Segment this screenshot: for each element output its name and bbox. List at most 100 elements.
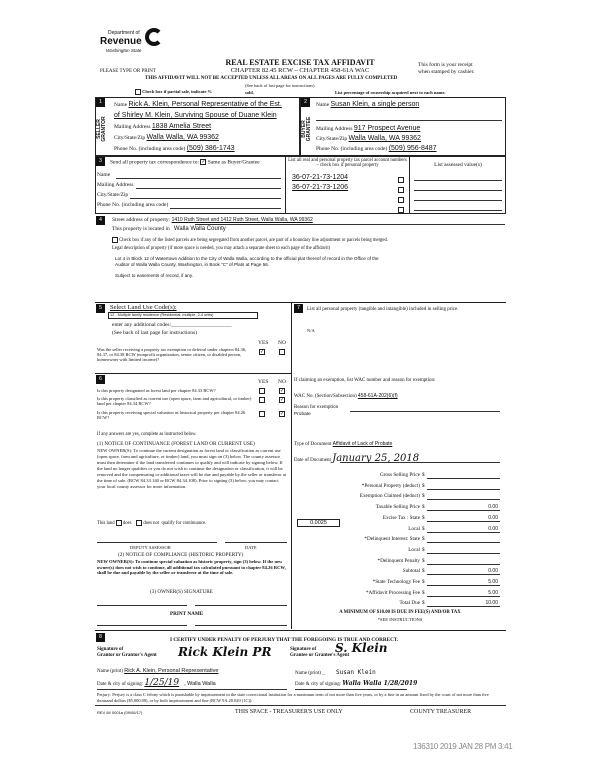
seller-name-field[interactable]: Name Rick A. Klein, Personal Representat… bbox=[114, 101, 282, 108]
q6c-yes-checkbox[interactable] bbox=[259, 411, 265, 417]
column-divider bbox=[291, 302, 292, 629]
fee-line bbox=[427, 488, 500, 490]
grantor-date-field[interactable]: Date & city of signing: 1/25/19 , Walla … bbox=[97, 678, 216, 688]
seller-name-2-field[interactable]: of Shirley M. Klein, Surviving Spouse of… bbox=[114, 112, 277, 119]
parcel-1[interactable]: 36-07-21-73-1204 bbox=[292, 174, 348, 181]
label: Send all property tax correspondence to: bbox=[110, 159, 200, 166]
print-name-line[interactable] bbox=[97, 625, 187, 626]
fee-value[interactable]: 0.00 bbox=[488, 514, 498, 521]
partial-sale-checkbox[interactable] bbox=[135, 89, 141, 95]
assessed-line[interactable] bbox=[414, 180, 502, 181]
fee-label: Exemption Claimed (deduct) bbox=[359, 493, 420, 500]
q5-no-checkbox[interactable] bbox=[279, 349, 285, 355]
line bbox=[130, 198, 281, 199]
exemption-reason[interactable]: Probate bbox=[294, 412, 311, 417]
q6c-no-checkbox[interactable]: ✓ bbox=[279, 411, 285, 417]
grantee-name-field[interactable]: Name (print) _ Susan Klein bbox=[295, 669, 376, 676]
personal-property-value[interactable]: N/A bbox=[307, 328, 315, 333]
q5-yes-checkbox[interactable]: ✓ bbox=[259, 349, 265, 355]
parcel-header: List all real and personal property tax … bbox=[288, 158, 407, 168]
label: does bbox=[122, 521, 132, 527]
segregate-checkbox[interactable] bbox=[112, 237, 118, 243]
buyer-name-2-line[interactable] bbox=[316, 120, 502, 121]
doc-date-field[interactable]: Date of Document January 25, 2018 bbox=[294, 453, 419, 464]
divider bbox=[95, 630, 506, 631]
corr-city-field[interactable]: City/State/Zip bbox=[97, 192, 128, 198]
does-not-checkbox[interactable] bbox=[136, 520, 143, 526]
wac-field[interactable]: WAC No. (Section/Subsection) 458-61A-202… bbox=[294, 393, 398, 399]
corr-name-field[interactable]: Name bbox=[97, 172, 110, 178]
owner-signature-line[interactable] bbox=[195, 605, 287, 606]
divider bbox=[95, 373, 291, 374]
q6b-yes-checkbox[interactable] bbox=[259, 397, 265, 403]
pp-checkbox[interactable] bbox=[398, 186, 404, 193]
fee-line bbox=[427, 552, 500, 554]
grantee-date-field[interactable]: Date & city of signing: Walla Walla 1/28… bbox=[295, 680, 417, 687]
print-name-line[interactable] bbox=[195, 625, 287, 626]
grantee-signature[interactable]: S. Klein bbox=[335, 641, 388, 655]
buyer-city-field[interactable]: City/State/Zip Walla Walla, WA 99362 bbox=[316, 135, 421, 142]
line bbox=[195, 224, 505, 225]
partial-sale: Check box if partial sale, indicate % bbox=[135, 89, 212, 95]
legal-description-1: Lot 4 in Block 12 of Watertown Addition … bbox=[115, 256, 379, 261]
partial-label: Check box if partial sale, indicate % bbox=[142, 89, 212, 95]
assessor-signature-line[interactable] bbox=[97, 542, 217, 543]
q6a-yes-checkbox[interactable] bbox=[259, 388, 265, 394]
grantor-signature-label: Signature of Grantor or Grantor's Agent bbox=[97, 647, 157, 659]
doc-type-field[interactable]: Type of Document Affidavit of Lack of Pr… bbox=[294, 441, 392, 447]
fee-value[interactable]: 5.00 bbox=[488, 589, 498, 596]
additional-codes[interactable]: enter any additional codes:_____________… bbox=[112, 322, 232, 328]
fee-value[interactable]: 0.00 bbox=[488, 504, 498, 511]
fee-label: Gross Selling Price bbox=[379, 472, 420, 478]
fee-label: Excise Tax : State bbox=[382, 514, 420, 521]
land-use-title: Select Land Use Code(s): bbox=[110, 304, 177, 311]
local-rate-box[interactable]: 0.0025 bbox=[297, 519, 340, 527]
buyer-address-field[interactable]: Mailing Address 917 Prospect Avenue bbox=[316, 125, 420, 132]
seller-phone-field[interactable]: Phone No. (including area code) (509) 38… bbox=[114, 145, 235, 152]
buyer-phone-field[interactable]: Phone No. (including area code) (509) 95… bbox=[316, 145, 437, 152]
street-address-field[interactable]: Street address of property: 1410 Ruth St… bbox=[112, 217, 313, 223]
section-1-number: 1 bbox=[96, 98, 105, 107]
owner-signature-line[interactable] bbox=[97, 605, 187, 606]
buyer-city: Walla Walla, WA 99362 bbox=[348, 135, 421, 142]
does-checkbox[interactable] bbox=[115, 520, 122, 526]
wac-number: 458-61A-202(6)(f) bbox=[357, 393, 398, 399]
receipt-note-1: This form is your receipt bbox=[418, 62, 473, 68]
pp-checkbox[interactable] bbox=[398, 196, 404, 203]
assessed-line[interactable] bbox=[414, 190, 502, 191]
assessor-date-line[interactable] bbox=[225, 542, 287, 543]
parcel-2[interactable]: 36-07-21-73-1206 bbox=[292, 184, 348, 191]
fee-value[interactable]: 0.00 bbox=[488, 525, 498, 532]
seller-city-field[interactable]: City/State/Zip Walla Walla, WA 99362 bbox=[114, 134, 219, 141]
yes-header: YES bbox=[258, 340, 269, 346]
fee-label: Subtotal bbox=[402, 568, 420, 575]
dollar-sign: $ bbox=[422, 482, 425, 489]
corr-phone-field[interactable]: Phone No. (including area code) bbox=[97, 202, 168, 208]
notice-2-title: (2) NOTICE OF COMPLIANCE (HISTORIC PROPE… bbox=[118, 552, 244, 558]
reason-field[interactable]: Reason for exemption bbox=[294, 405, 338, 410]
corr-address-field[interactable]: Mailing Address bbox=[97, 182, 134, 188]
fee-value[interactable]: 10.00 bbox=[485, 600, 498, 607]
assessed-line[interactable] bbox=[414, 210, 502, 211]
if-yes-note: If any answers are yes, complete as inst… bbox=[97, 432, 197, 437]
assessed-line[interactable] bbox=[414, 200, 502, 201]
grantor-signature[interactable]: Rick Klein PR bbox=[178, 645, 272, 659]
fee-label: *Personal Property (deduct) bbox=[361, 482, 420, 489]
buyer-name-field[interactable]: Name Susan Klein, a single person bbox=[316, 101, 419, 108]
fee-value[interactable]: 0.00 bbox=[488, 568, 498, 575]
fee-value[interactable]: 5.00 bbox=[488, 579, 498, 585]
grantor-name-field[interactable]: Name (print) Rick A. Klein, Personal Rep… bbox=[97, 668, 218, 674]
doc-type: Affidavit of Lack of Probate bbox=[332, 441, 393, 447]
see-back: (See back of last page for instructions) bbox=[245, 83, 315, 88]
q6a-no-checkbox[interactable]: ✓ bbox=[279, 388, 285, 394]
same-as-buyer-checkbox[interactable]: ✓ bbox=[200, 159, 207, 165]
land-use-code-select[interactable]: 12 - Multiple family residence (Resident… bbox=[108, 312, 258, 319]
pp-checkbox[interactable] bbox=[398, 176, 404, 183]
label: Name bbox=[114, 102, 128, 108]
see-instructions: *SEE INSTRUCTIONS bbox=[377, 617, 423, 622]
grantee-name: Susan Klein bbox=[335, 669, 376, 676]
seller-address-field[interactable]: Mailing Address 1838 Amelia Street bbox=[114, 123, 211, 130]
fee-line bbox=[427, 520, 500, 522]
q6b-no-checkbox[interactable]: ✓ bbox=[279, 397, 285, 403]
pp-checkbox[interactable] bbox=[398, 206, 404, 213]
